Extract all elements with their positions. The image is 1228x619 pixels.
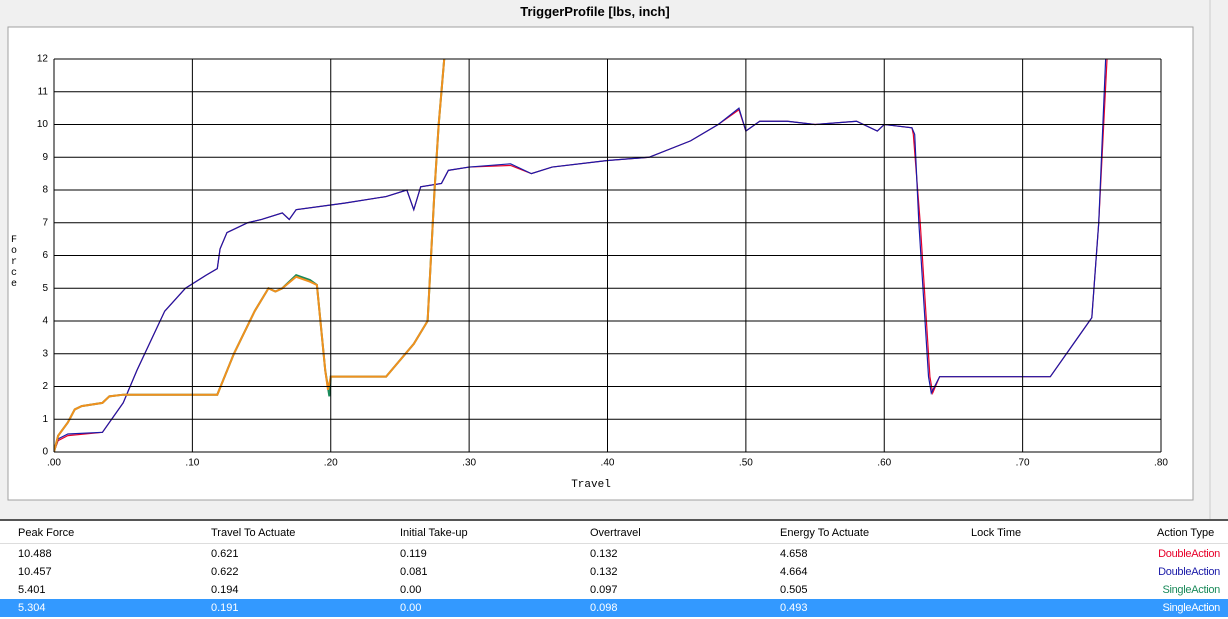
table-cell: 10.457 <box>18 566 52 578</box>
header-row: Peak Force Travel To Actuate Initial Take-… <box>0 525 1228 544</box>
x-axis-label: Travel <box>571 479 611 491</box>
x-tick-label: .60 <box>877 458 891 469</box>
table-cell: 0.505 <box>780 584 808 596</box>
table-cell: SingleAction <box>1162 602 1220 614</box>
table-cell: 10.488 <box>18 548 52 560</box>
y-tick-label: 1 <box>42 414 48 425</box>
y-tick-label: 5 <box>42 283 48 294</box>
table-cell: 0.621 <box>211 548 239 560</box>
table-cell: 0.132 <box>590 548 618 560</box>
y-tick-label: 10 <box>37 119 49 130</box>
x-tick-label: .30 <box>462 458 476 469</box>
y-tick-label: 7 <box>42 217 48 228</box>
column-header: Travel To Actuate <box>211 527 296 539</box>
column-header: Peak Force <box>18 527 75 539</box>
y-tick-label: 2 <box>42 381 48 392</box>
table-cell: 0.493 <box>780 602 808 614</box>
table-cell: 4.658 <box>780 548 808 560</box>
x-tick-label: .70 <box>1016 458 1030 469</box>
table-cell: 0.194 <box>211 584 239 596</box>
y-tick-label: 3 <box>42 348 48 359</box>
x-tick-label: .40 <box>601 458 615 469</box>
chart: Travel Force 0123456789101112.00.10.20.3… <box>7 0 1211 519</box>
table-row[interactable]: 10.457 0.622 0.081 0.132 4.664 DoubleAction <box>0 563 1228 581</box>
x-tick-label: .80 <box>1154 458 1168 469</box>
table-cell: DoubleAction <box>1158 566 1220 578</box>
y-tick-label: 11 <box>38 86 49 97</box>
table-cell: 0.132 <box>590 566 618 578</box>
table-cell: 0.097 <box>590 584 618 596</box>
column-header: Overtravel <box>590 527 641 539</box>
chart-title: TriggerProfile [lbs, inch] <box>520 4 670 19</box>
table-cell: 0.119 <box>400 548 427 560</box>
column-header: Action Type <box>1157 527 1215 539</box>
table-cell: 5.304 <box>18 602 46 614</box>
series-line <box>54 59 446 452</box>
column-header: Lock Time <box>971 527 1022 539</box>
series-line <box>54 59 1107 452</box>
table-cell: 0.00 <box>400 584 422 596</box>
results-table: Peak Force Travel To Actuate Initial Take-… <box>0 519 1228 619</box>
y-tick-label: 9 <box>42 152 48 163</box>
table-cell: 0.622 <box>211 566 239 578</box>
table-cell: 5.401 <box>18 584 46 596</box>
column-header: Initial Take-up <box>400 527 468 539</box>
table-row[interactable]: 5.304 0.191 0.00 0.098 0.493 SingleAction <box>0 599 1228 617</box>
plot-lines <box>54 59 1108 452</box>
y-tick-label: 6 <box>42 250 48 261</box>
column-header: Energy To Actuate <box>780 527 870 539</box>
y-axis-label: Force <box>9 235 20 290</box>
table-cell: DoubleAction <box>1158 548 1220 560</box>
y-tick-label: 0 <box>42 447 48 458</box>
y-tick-label: 4 <box>42 316 48 327</box>
x-tick-label: .10 <box>185 458 199 469</box>
y-tick-label: 8 <box>42 185 48 196</box>
table-row[interactable]: 10.488 0.621 0.119 0.132 4.658 DoubleAction <box>0 545 1228 563</box>
y-tick-label: 12 <box>37 54 49 65</box>
table-row[interactable]: 5.401 0.194 0.00 0.097 0.505 SingleAction <box>0 581 1228 599</box>
table-cell: 0.098 <box>590 602 618 614</box>
table-cell: 0.00 <box>400 602 422 614</box>
x-tick-label: .00 <box>47 458 61 469</box>
chart-panel <box>7 26 1194 501</box>
table-cell: 0.081 <box>400 566 428 578</box>
table-cell: SingleAction <box>1162 584 1220 596</box>
x-tick-label: .20 <box>324 458 338 469</box>
table-cell: 0.191 <box>211 602 239 614</box>
table-cell: 4.664 <box>780 566 808 578</box>
x-tick-label: .50 <box>739 458 753 469</box>
